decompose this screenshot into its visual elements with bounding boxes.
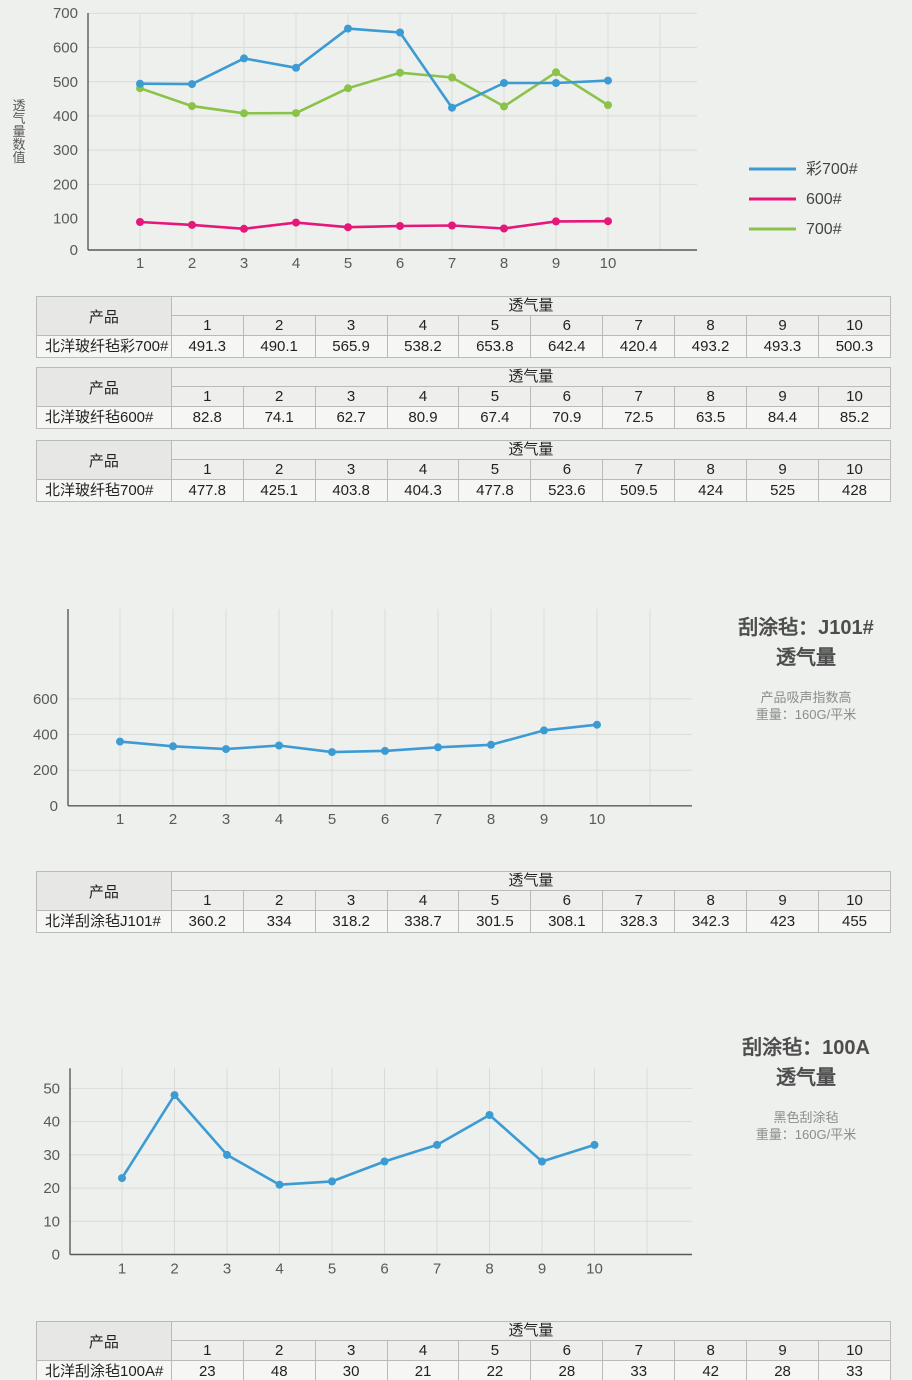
svg-text:2: 2 bbox=[188, 255, 196, 270]
svg-text:2: 2 bbox=[170, 1261, 178, 1278]
svg-text:50: 50 bbox=[43, 1080, 60, 1097]
svg-text:400: 400 bbox=[53, 108, 78, 125]
svg-text:5: 5 bbox=[344, 255, 352, 270]
svg-text:700#: 700# bbox=[806, 221, 842, 238]
svg-text:600: 600 bbox=[53, 40, 78, 57]
svg-text:9: 9 bbox=[540, 811, 548, 825]
svg-text:4: 4 bbox=[275, 1261, 283, 1278]
svg-text:10: 10 bbox=[589, 811, 606, 825]
svg-text:6: 6 bbox=[380, 1261, 388, 1278]
svg-text:30: 30 bbox=[43, 1147, 60, 1164]
svg-text:8: 8 bbox=[487, 811, 495, 825]
svg-text:10: 10 bbox=[586, 1261, 603, 1278]
svg-text:4: 4 bbox=[292, 255, 300, 270]
svg-text:7: 7 bbox=[448, 255, 456, 270]
svg-text:1: 1 bbox=[136, 255, 144, 270]
svg-text:7: 7 bbox=[434, 811, 442, 825]
svg-text:6: 6 bbox=[381, 811, 389, 825]
svg-text:4: 4 bbox=[275, 811, 283, 825]
svg-text:值: 值 bbox=[12, 150, 25, 165]
svg-text:7: 7 bbox=[433, 1261, 441, 1278]
svg-text:1: 1 bbox=[118, 1261, 126, 1278]
svg-text:3: 3 bbox=[222, 811, 230, 825]
svg-text:9: 9 bbox=[538, 1261, 546, 1278]
svg-text:彩700#: 彩700# bbox=[806, 160, 858, 178]
svg-text:600#: 600# bbox=[806, 191, 842, 208]
svg-text:0: 0 bbox=[50, 798, 58, 815]
svg-text:600: 600 bbox=[33, 691, 58, 708]
svg-text:20: 20 bbox=[43, 1180, 60, 1197]
svg-text:300: 300 bbox=[53, 142, 78, 159]
svg-text:10: 10 bbox=[43, 1213, 60, 1230]
svg-text:200: 200 bbox=[53, 176, 78, 193]
svg-text:5: 5 bbox=[328, 1261, 336, 1278]
svg-text:2: 2 bbox=[169, 811, 177, 825]
svg-text:500: 500 bbox=[53, 74, 78, 91]
svg-text:700: 700 bbox=[53, 5, 78, 22]
svg-text:6: 6 bbox=[396, 255, 404, 270]
svg-text:5: 5 bbox=[328, 811, 336, 825]
svg-text:0: 0 bbox=[52, 1247, 60, 1264]
svg-text:8: 8 bbox=[500, 255, 508, 270]
svg-text:10: 10 bbox=[600, 255, 617, 270]
svg-text:9: 9 bbox=[552, 255, 560, 270]
svg-text:3: 3 bbox=[223, 1261, 231, 1278]
svg-text:0: 0 bbox=[70, 242, 78, 259]
svg-text:40: 40 bbox=[43, 1114, 60, 1131]
svg-text:100: 100 bbox=[53, 211, 78, 228]
svg-text:3: 3 bbox=[240, 255, 248, 270]
svg-text:1: 1 bbox=[116, 811, 124, 825]
svg-text:400: 400 bbox=[33, 726, 58, 743]
svg-text:8: 8 bbox=[485, 1261, 493, 1278]
svg-text:200: 200 bbox=[33, 762, 58, 779]
